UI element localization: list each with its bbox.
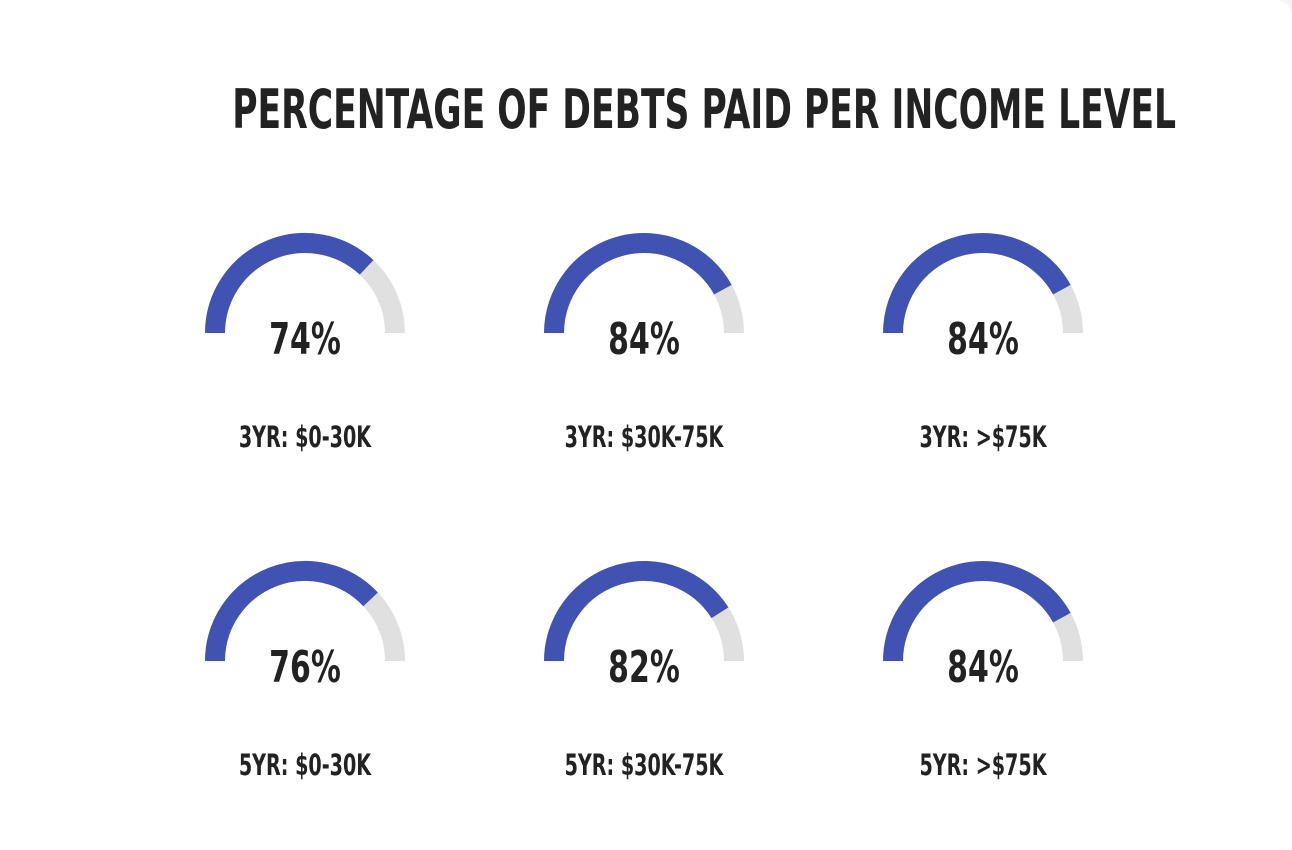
gauge-label: 5YR: $0-30K <box>238 748 372 782</box>
gauge-fill <box>205 561 378 662</box>
gauge-3yr-0-30k: 74% 3YR: $0-30K <box>195 230 415 490</box>
gauge-3yr-30k-75k: 84% 3YR: $30K-75K <box>534 230 754 490</box>
gauge-arc <box>883 561 1083 662</box>
gauge-label: 5YR: $30K-75K <box>564 748 724 782</box>
gauge-arc <box>205 233 405 334</box>
gauge-arc <box>205 561 405 662</box>
gauge-label: 5YR: >$75K <box>919 748 1047 782</box>
gauge-label: 3YR: $30K-75K <box>564 420 724 454</box>
chart-title: PERCENTAGE OF DEBTS PAID PER INCOME LEVE… <box>232 78 1177 141</box>
gauge-value: 84% <box>608 314 680 365</box>
gauge-value: 84% <box>947 642 1019 693</box>
gauge-5yr-30k-75k: 82% 5YR: $30K-75K <box>534 558 754 818</box>
gauge-arc <box>544 561 744 662</box>
gauge-fill <box>883 233 1071 334</box>
gauge-3yr-75k-plus: 84% 3YR: >$75K <box>873 230 1093 490</box>
gauge-label: 3YR: >$75K <box>919 420 1047 454</box>
gauge-5yr-75k-plus: 84% 5YR: >$75K <box>873 558 1093 818</box>
gauge-label: 3YR: $0-30K <box>238 420 372 454</box>
gauge-value: 74% <box>269 314 341 365</box>
gauge-arc <box>883 233 1083 334</box>
gauge-fill <box>883 561 1071 662</box>
gauge-fill <box>544 233 732 334</box>
gauge-value: 84% <box>947 314 1019 365</box>
gauge-fill <box>205 233 374 334</box>
gauge-value: 82% <box>608 642 680 693</box>
gauge-value: 76% <box>269 642 341 693</box>
gauge-5yr-0-30k: 76% 5YR: $0-30K <box>195 558 415 818</box>
gauge-fill <box>544 561 729 662</box>
gauge-arc <box>544 233 744 334</box>
